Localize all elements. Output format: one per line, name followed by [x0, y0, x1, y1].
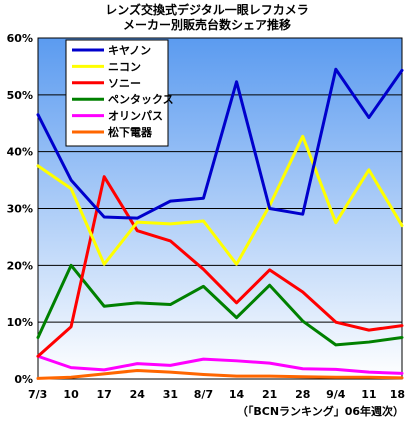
legend-label: オリンパス	[108, 110, 163, 123]
x-tick-label: 14	[229, 388, 245, 401]
y-tick-label: 40%	[7, 146, 33, 159]
y-tick-label: 0%	[14, 373, 33, 386]
legend-label: ペンタックス	[108, 93, 174, 106]
chart-title-line-2: メーカー別販売台数シェア推移	[123, 17, 291, 32]
y-tick-label: 10%	[7, 316, 33, 329]
x-tick-label: 11	[361, 388, 376, 401]
legend-label: ソニー	[108, 77, 141, 90]
series-line	[36, 134, 404, 266]
legend-box	[65, 39, 169, 147]
x-tick-label: 21	[262, 388, 277, 401]
x-tick-label: 31	[163, 388, 178, 401]
legend-label: 松下電器	[108, 125, 153, 139]
series-line	[36, 354, 404, 375]
x-tick-label: 24	[130, 388, 146, 401]
x-tick-label: 10	[63, 388, 79, 401]
series-line	[36, 263, 404, 347]
x-tick-label: 8/7	[194, 388, 213, 401]
y-tick-label: 50%	[7, 89, 33, 102]
x-tick-label: 7/3	[28, 388, 47, 401]
series-lines	[36, 67, 404, 380]
series-line	[36, 368, 404, 380]
x-tick-label: 28	[295, 388, 310, 401]
source-footnote: （「BCNランキング」06年週次）	[237, 404, 404, 418]
y-tick-label: 20%	[7, 259, 33, 272]
x-tick-label: 9/4	[326, 388, 346, 401]
x-tick-label: 18	[390, 388, 405, 401]
chart-title-line-1: レンズ交換式デジタル一眼レフカメラ	[105, 2, 309, 17]
series-line	[36, 67, 404, 220]
y-tick-label: 30%	[7, 203, 33, 216]
y-axis: 0% 10% 20% 30% 40% 50% 60%	[7, 32, 33, 386]
series-line	[36, 175, 404, 358]
legend-label: キヤノン	[108, 44, 151, 57]
x-tick-label: 17	[97, 388, 112, 401]
legend-label: ニコン	[108, 60, 141, 73]
y-tick-label: 60%	[7, 32, 33, 45]
x-axis: 7/3 10 17 24 31 8/7 14 21 28 9/4 11 18	[28, 388, 405, 401]
